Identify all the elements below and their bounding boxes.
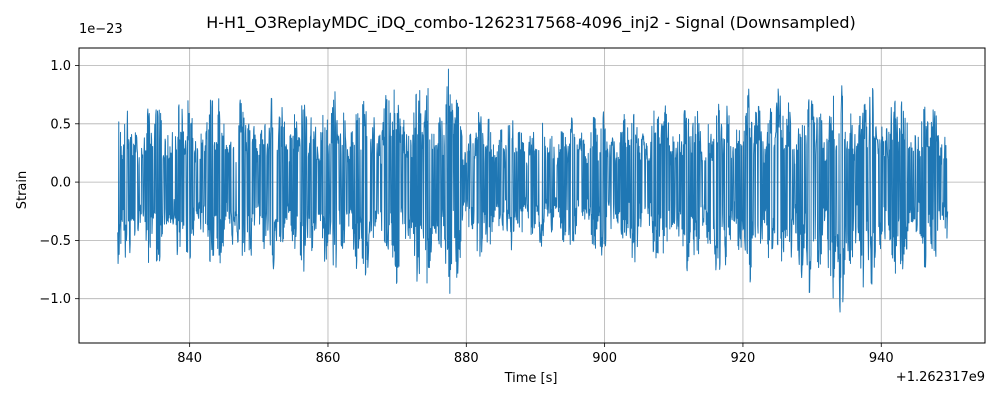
signal-series xyxy=(117,68,949,313)
x-offset-note: +1.262317e9 xyxy=(896,370,985,385)
x-tick-label: 920 xyxy=(731,351,756,366)
x-tick-label: 880 xyxy=(454,351,479,366)
y-axis-label: Strain xyxy=(15,171,30,210)
x-axis: 840 860 880 900 920 940 xyxy=(177,343,894,366)
x-axis-label: Time [s] xyxy=(504,371,558,386)
y-tick-label: −0.5 xyxy=(39,234,71,249)
y-tick-label: 1.0 xyxy=(50,59,71,74)
x-tick-label: 940 xyxy=(869,351,894,366)
signal-line xyxy=(117,68,949,313)
x-tick-label: 840 xyxy=(177,351,202,366)
x-tick-label: 860 xyxy=(316,351,341,366)
y-tick-label: 0.5 xyxy=(50,117,71,132)
plot-frame xyxy=(78,47,986,344)
chart-title: H-H1_O3ReplayMDC_iDQ_combo-1262317568-40… xyxy=(206,13,856,33)
y-tick-label: −1.0 xyxy=(39,292,71,307)
y-tick-label: 0.0 xyxy=(50,176,71,191)
x-tick-label: 900 xyxy=(592,351,617,366)
y-scale-note: 1e−23 xyxy=(79,22,123,37)
y-axis: 1.0 0.5 0.0 −0.5 −1.0 xyxy=(39,59,79,307)
